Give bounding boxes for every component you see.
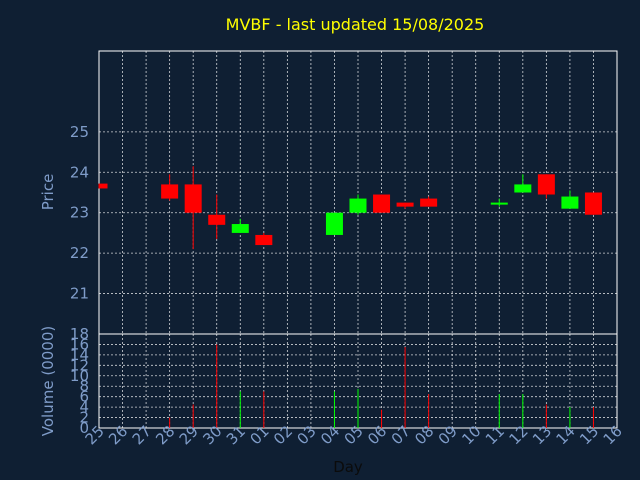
candle-body (420, 198, 438, 207)
candle-body (514, 184, 532, 193)
x-axis-label: Day (333, 458, 363, 476)
volume-tick-label: 10 (70, 367, 89, 385)
volume-tick-label: 6 (79, 388, 89, 406)
x-tick-label: 08 (411, 422, 437, 448)
x-tick-label: 15 (576, 422, 602, 448)
candle-body (161, 184, 179, 199)
candle-body (325, 212, 343, 235)
volume-axis-label: Volume (0000) (39, 326, 57, 436)
price-tick-label: 22 (70, 244, 89, 262)
candle-body (537, 174, 555, 195)
x-tick-label: 11 (482, 422, 508, 448)
volume-tick-label: 0 (79, 419, 89, 437)
x-tick-label: 12 (505, 422, 531, 448)
x-tick-label: 01 (246, 422, 272, 448)
volume-tick-label: 2 (79, 409, 89, 427)
x-tick-label: 07 (388, 422, 414, 448)
x-tick-label: 30 (199, 422, 225, 448)
volume-tick-label: 12 (70, 356, 89, 374)
x-tick-label: 02 (270, 422, 296, 448)
price-tick-label: 24 (70, 163, 89, 181)
candle-body (373, 194, 391, 213)
x-tick-label: 16 (600, 422, 626, 448)
x-tick-label: 29 (176, 422, 202, 448)
price-tick-label: 23 (70, 204, 89, 222)
candle-body (208, 214, 226, 225)
volume-tick-label: 14 (70, 346, 89, 364)
x-tick-label: 09 (435, 422, 461, 448)
candle-body (584, 192, 602, 215)
price-tick-label: 21 (70, 285, 89, 303)
candle-body (231, 224, 249, 233)
candle-body (396, 202, 414, 207)
x-tick-label: 06 (364, 422, 390, 448)
candle-body (561, 196, 579, 209)
x-tick-label: 04 (317, 422, 343, 448)
volume-tick-label: 8 (79, 377, 89, 395)
candle-body (349, 198, 367, 213)
candle-body (490, 202, 508, 205)
candle-body (184, 184, 202, 213)
price-axis-label: Price (39, 174, 57, 211)
x-tick-label: 05 (341, 422, 367, 448)
chart-title: MVBF - last updated 15/08/2025 (226, 15, 485, 34)
volume-tick-label: 18 (70, 325, 89, 343)
x-tick-label: 13 (529, 422, 555, 448)
candle-body (255, 234, 273, 246)
x-tick-label: 10 (458, 422, 484, 448)
candle-body (99, 183, 108, 189)
x-tick-label: 14 (553, 422, 579, 448)
volume-tick-label: 16 (70, 335, 89, 353)
price-panel: 21 22 23 24 25 (70, 50, 618, 335)
x-tick-label: 28 (152, 422, 178, 448)
x-axis: 2526272829303101020304050607080910111213… (82, 422, 626, 448)
x-tick-label: 03 (294, 422, 320, 448)
x-tick-label: 27 (129, 422, 155, 448)
price-tick-label: 25 (70, 123, 89, 141)
volume-tick-label: 4 (79, 398, 89, 416)
x-tick-label: 26 (105, 422, 131, 448)
x-tick-label: 31 (223, 422, 249, 448)
